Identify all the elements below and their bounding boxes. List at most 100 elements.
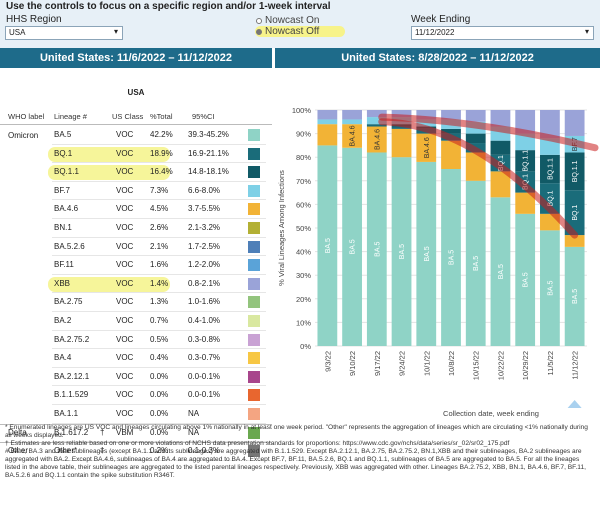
x-tick-label: 10/29/22 [521, 351, 530, 380]
bar-segment [490, 171, 511, 198]
group-divider [0, 442, 272, 444]
x-tick-label: 11/12/22 [571, 351, 580, 380]
pct-total-cell: 0.0% [150, 390, 169, 400]
row-divider [52, 459, 266, 461]
us-class-cell: VOC [116, 204, 134, 214]
lineage-cell: B.1.617.2 [54, 427, 89, 437]
bar-segment [441, 128, 461, 134]
col-header-ci: 95%CI [192, 112, 215, 121]
footnote-dagger: † Estimates are less reliable based on o… [5, 440, 510, 447]
col-header-pct: %Total [150, 112, 173, 121]
lineage-color-swatch [248, 166, 260, 179]
us-class-cell: VOC [116, 278, 134, 288]
pct-total-cell: 1.3% [150, 297, 169, 307]
y-tick-label: 10% [296, 318, 311, 327]
lineage-cell: BA.2.75.2 [54, 334, 90, 344]
right-section-header: United States: 8/28/2022 – 11/12/2022 [275, 48, 600, 68]
ci-cell: 0.0-0.1% [188, 390, 221, 400]
bar-data-label: BQ.1.1 [523, 150, 530, 172]
us-class-cell: VBM [116, 427, 134, 437]
bar-segment [342, 110, 362, 120]
nowcast-on-radio[interactable]: Nowcast On [255, 15, 319, 26]
pct-total-cell: 0.0% [150, 371, 169, 381]
bar-data-label: BA.5 [498, 264, 505, 279]
pct-total-cell: 2.1% [150, 241, 169, 251]
bar-segment [564, 190, 585, 236]
ci-cell: 1.7-2.5% [188, 241, 221, 251]
bar-segment [515, 213, 536, 346]
row-divider [52, 273, 266, 275]
row-divider [52, 292, 266, 294]
us-class-cell: VOC [116, 223, 134, 232]
table-row: BA.5.2.6 VOC 2.1% 1.7-2.5% [0, 238, 272, 257]
radio-icon [256, 18, 262, 24]
week-select[interactable]: 11/12/2022 ▾ [411, 26, 594, 40]
ci-cell: 0.0-0.1% [188, 371, 221, 381]
us-class-cell: VOC [116, 297, 134, 307]
table-row: XBB VOC 1.4% 0.8-2.1% [0, 275, 272, 294]
lineage-color-swatch [248, 445, 260, 458]
row-divider [52, 385, 266, 387]
bar-data-label: BQ.1.1 [547, 158, 554, 180]
x-tick-label: 10/8/22 [447, 351, 456, 376]
bar-data-label: BA.5 [523, 272, 530, 287]
lineage-cell: BA.4.6 [54, 204, 79, 214]
lineage-cell: BQ.1.1 [54, 167, 79, 177]
us-class-cell: VOC [116, 130, 134, 139]
ci-cell: 0.4-1.0% [188, 316, 221, 325]
stacked-bar-chart: 0% 10% 20% 30% 40% 50% 60% 70% 80% 90% 100% % Viral… [277, 106, 599, 418]
ci-cell: 1.2-2.0% [188, 260, 221, 270]
ci-cell: 6.6-8.0% [188, 185, 221, 195]
footnote-star: * Enumerated lineages are US VOC and lin… [5, 424, 588, 439]
bar-segment [465, 152, 486, 181]
lineage-color-swatch [248, 352, 260, 365]
bar-segment [515, 192, 536, 214]
bar-segment [342, 124, 362, 148]
us-class-cell: VOC [116, 241, 134, 251]
bar-data-label: BQ.1 [572, 205, 579, 221]
bar-data-label: BA.5 [399, 244, 406, 259]
region-select[interactable]: USA ▾ [5, 26, 123, 40]
bar-segment [366, 152, 387, 346]
lineage-cell: BA.5.2.6 [54, 241, 85, 251]
trend-arrow-bf7 [378, 113, 599, 152]
selected-week-marker-icon [567, 400, 582, 408]
pct-total-cell: 18.9% [150, 148, 173, 158]
pct-total-cell: 1.6% [150, 260, 169, 270]
table-row: BA.4.6 VOC 4.5% 3.7-5.5% [0, 200, 272, 219]
pct-total-cell: 0.4% [150, 353, 169, 363]
lineage-cell: BA.5 [54, 130, 72, 139]
nowcast-off-radio[interactable]: Nowcast Off [255, 26, 345, 37]
table-row: BA.2 VOC 0.7% 0.4-1.0% [0, 312, 272, 331]
chart-panel: 0% 10% 20% 30% 40% 50% 60% 70% 80% 90% 100% % Viral… [275, 68, 600, 422]
table-row: BQ.1.1 VOC 16.4% 14.8-18.1% [0, 163, 272, 182]
group-delta: Delta [8, 427, 27, 437]
ci-cell: 1.0-1.6% [188, 297, 221, 307]
lineage-cell: Other* [54, 446, 78, 456]
bar-data-label: BQ.1 [523, 174, 530, 190]
bar-segment [540, 230, 560, 346]
bar-segment [540, 138, 560, 155]
ci-cell: 0.1-0.3% [188, 446, 221, 456]
bar-segment [465, 133, 486, 144]
group-divider [0, 423, 272, 425]
x-tick-label: 11/5/22 [546, 351, 555, 375]
region-label: HHS Region [6, 14, 62, 25]
chevron-down-icon: ▾ [584, 27, 589, 36]
lineage-cell: BQ.1 [54, 148, 73, 158]
controls-instruction: Use the controls to focus on a specific … [6, 1, 331, 12]
us-class-cell: VOC [116, 371, 134, 381]
ci-cell: 16.9-21.1% [188, 148, 229, 158]
pct-total-cell: 2.6% [150, 223, 169, 232]
bar-data-label: BA.5 [424, 246, 431, 261]
left-section-header: United States: 11/6/2022 – 11/12/2022 [0, 48, 272, 68]
lineage-cell: BA.1.1 [54, 409, 79, 418]
lineage-color-swatch [248, 147, 260, 160]
ci-cell: 2.1-3.2% [188, 223, 221, 232]
table-row: BQ.1 VOC 18.9% 16.9-21.1% [0, 145, 272, 164]
bar-segment [515, 150, 536, 172]
us-class-cell: VOC [116, 316, 134, 325]
bar-data-label: BA.5 [325, 238, 332, 253]
row-highlight [48, 276, 170, 292]
row-divider [52, 348, 266, 350]
